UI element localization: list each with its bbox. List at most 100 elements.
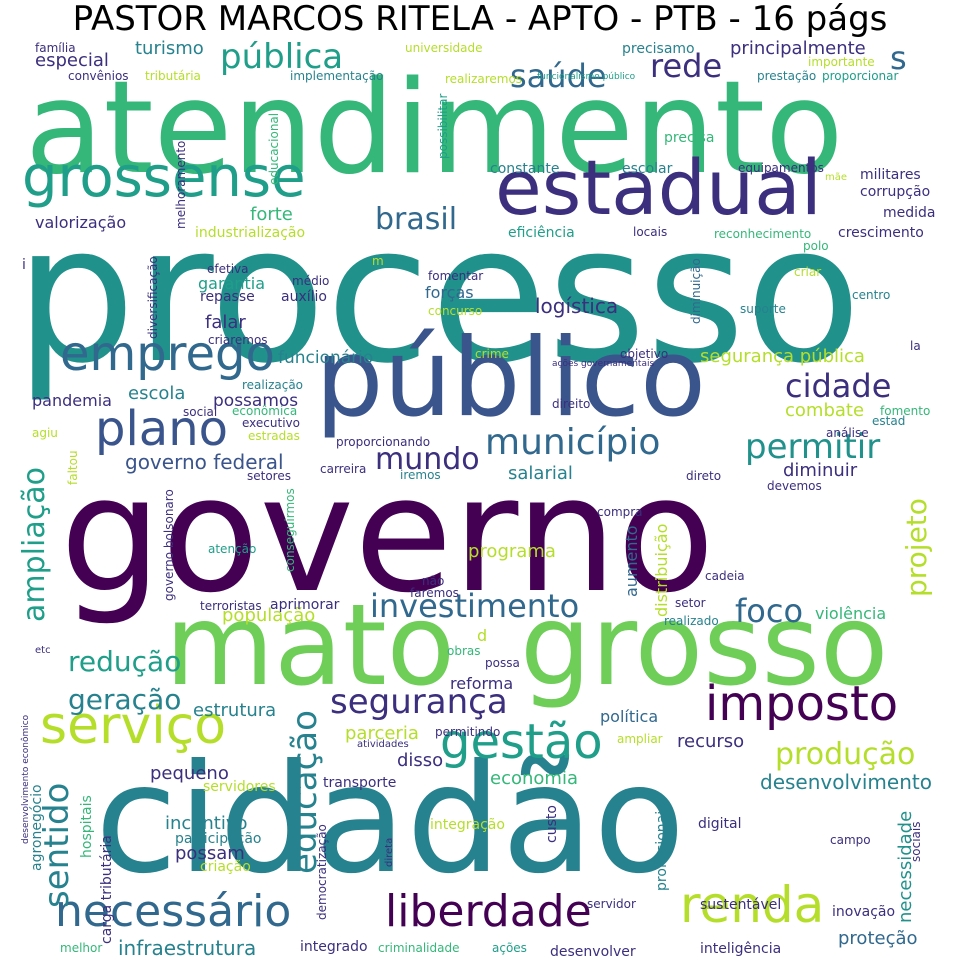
word-sustentável: sustentável [700,897,782,913]
word-cadeia: cadeia [705,569,745,583]
word-tributária: tributária [145,69,201,83]
word-mundo: mundo [375,442,480,477]
word-concurso: concurso [428,304,483,318]
word-criaremos: criaremos [208,333,268,347]
word-município: município [485,422,661,463]
word-garantia: garantia [198,274,266,293]
word-sentido: sentido [37,782,77,908]
word-d: d [477,626,488,645]
word-parceria: parceria [345,723,419,744]
word-crescimento: crescimento [838,225,924,241]
word-análise: análise [826,426,869,440]
word-hospitais: hospitais [79,795,95,859]
word-logística: logística [535,294,619,318]
word-carreira: carreira [320,462,367,476]
word-participação: participação [175,831,262,847]
word-atendimento: atendimento [25,54,844,203]
word-forças: forças [425,283,474,302]
word-agronegócio: agronegócio [29,784,45,872]
word-mato: mato [165,581,456,711]
word-profissionais: profissionais [654,803,670,891]
word-funcionalismo-público: funcionalismo público [537,72,636,82]
word-medida: medida [883,205,936,221]
word-proporcionar: proporcionar [822,69,899,83]
word-ampliar: ampliar [617,732,663,746]
word-repasse: repasse [200,289,255,305]
word-família: família [35,41,76,55]
word-educacional: educacional [267,112,281,185]
word-integrado: integrado [300,939,368,955]
word-público: público [315,316,707,441]
word-ações-governamentais: ações governamentais [552,359,655,369]
word-realização: realização [242,378,304,392]
word-setores: setores [247,469,291,483]
word-cidadão: cidadão [95,733,686,907]
word-suporte: suporte [740,302,786,316]
word-obras: obras [447,644,481,658]
word-direto: direto [686,469,722,483]
word-valorização: valorização [35,213,127,232]
word-liberdade: liberdade [385,886,592,937]
word-realizado: realizado [664,614,719,628]
word-eficiência: eficiência [508,225,575,241]
word-custo: custo [544,805,560,844]
word-carga-tributária: carga tributária [99,834,115,944]
word-turismo: turismo [135,40,204,59]
word-realizaremos: realizaremos [445,72,523,86]
word-executivo: executivo [242,416,300,430]
word-possa: possa [485,656,520,670]
word-grosso: grosso [520,581,889,711]
word-efetiva: efetiva [207,262,249,276]
word-permitindo: permitindo [435,725,501,739]
word-constante: constante [490,161,560,177]
word-centro: centro [852,288,891,302]
word-diversificação: diversificação [146,256,160,340]
word-infraestrutura: infraestrutura [118,936,257,960]
word-convênios: convênios [68,69,129,83]
word-grossense: grossense [22,145,306,210]
word-brasil: brasil [375,202,458,237]
word-ampliação: ampliação [17,467,52,623]
word-proteção: proteção [838,928,918,949]
word-fomento: fomento [880,404,931,418]
word-estradas: estradas [248,429,300,443]
word-ações: ações [492,941,527,955]
word-industrialização: industrialização [195,225,306,241]
word-corrupção: corrupção [860,184,931,200]
word-incentivo: incentivo [165,813,248,834]
word-sociais: sociais [909,821,923,863]
word-aprimorar: aprimorar [270,597,340,613]
word-m: m [372,254,384,268]
word-econômica: econômica [232,404,298,418]
word-melhoramento: melhoramento [174,140,188,230]
word-renda: renda [680,876,825,934]
word-cloud: atendimento processo governo cidadão mato gro… [0,40,960,960]
word-serviço: serviço [40,696,227,756]
word-crime: crime [475,347,509,361]
word-estad: estad [872,414,906,428]
word-política: política [600,707,659,726]
word-devemos: devemos [767,479,822,493]
word-direito: direito [552,397,591,411]
word-distribuição: distribuição [652,523,671,618]
word-governo-federal: governo federal [125,450,284,474]
word-possamos: possamos [213,391,299,411]
word-precisamo: precisamo [622,41,695,57]
word-auxílio: auxílio [281,289,327,305]
word-estrutura: estrutura [193,700,277,721]
word-democratização: democratização [315,824,329,921]
word-mãe: mãe [825,172,848,183]
word-objetivo: objetivo [620,347,669,361]
word-especial: especial [35,50,109,71]
word-necessário: necessário [55,886,292,937]
word-terroristas: terroristas [200,599,262,613]
word-funcionário: funcionário [278,348,374,368]
word-atividades: atividades [357,739,409,750]
word-pandemia: pandemia [32,391,112,410]
word-direta: direta [384,837,395,868]
word-servidor: servidor [587,897,636,911]
word-pequeno: pequeno [150,763,229,784]
word-saúde: saúde [510,57,607,95]
word-conseguirmos: conseguirmos [283,488,297,573]
word-produção: produção [775,737,916,772]
